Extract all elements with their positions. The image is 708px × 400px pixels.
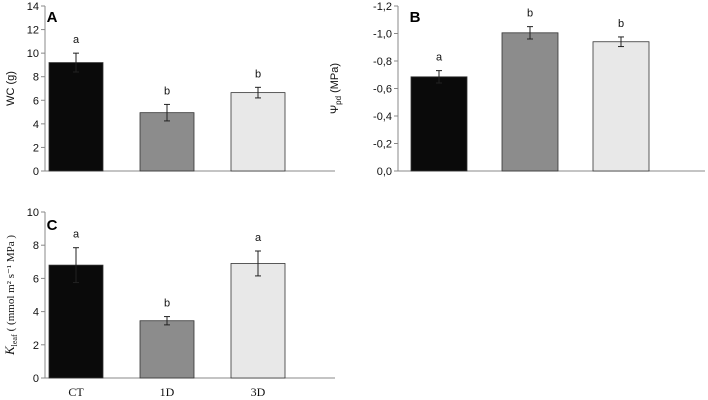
bar-1d [139, 112, 195, 172]
bar-3d [592, 41, 650, 172]
error-bar [73, 247, 79, 284]
panel-a: 0 2 4 6 8 10 12 14 a b b A WC (g) [5, 1, 335, 178]
y-tick-label: -0,4 [373, 111, 392, 123]
panel-b: 0,0 -0,2 -0,4 -0,6 -0,8 -1,0 -1,2 a b b B Ψpd(MPa) [329, 1, 705, 178]
bar-ct [410, 76, 468, 172]
significance-letter: b [255, 68, 261, 80]
y-tick-label: 10 [27, 207, 39, 219]
error-bar [436, 70, 442, 84]
y-tick-label: -1,2 [373, 1, 392, 13]
error-bar [527, 26, 533, 40]
y-tick-label: 10 [27, 48, 39, 60]
y-tick-label: 4 [33, 119, 39, 131]
bar-ct [48, 264, 104, 379]
y-axis-label: Ψpd(MPa) [329, 63, 343, 114]
bar-3d [230, 263, 286, 379]
significance-letter: b [527, 8, 533, 20]
x-tick-label: 3D [251, 385, 266, 399]
y-tick-label: 8 [33, 72, 39, 84]
y-tick-label: 14 [27, 1, 39, 13]
significance-letter: b [164, 298, 170, 310]
panel-label: C [47, 217, 58, 234]
significance-letter: a [73, 229, 80, 241]
y-tick-label: 8 [33, 240, 39, 252]
error-bar [255, 250, 261, 277]
panel-label: B [410, 9, 421, 26]
significance-letter: a [255, 232, 262, 244]
panel-label: A [47, 9, 58, 26]
y-axis-label: Kleaf( (mmol m² s⁻¹ MPa ) [2, 235, 19, 356]
y-tick-label: -0,6 [373, 84, 392, 96]
error-bar [73, 52, 79, 73]
significance-letter: b [618, 18, 624, 30]
y-tick-label: 6 [33, 95, 39, 107]
y-tick-label: 12 [27, 25, 39, 37]
y-tick-label: 6 [33, 273, 39, 285]
error-bar [164, 103, 170, 122]
y-tick-label: 0 [33, 373, 39, 385]
significance-letter: a [436, 52, 443, 64]
y-tick-label: 4 [33, 307, 39, 319]
bar-1d [139, 320, 195, 379]
x-tick-label: 1D [160, 385, 175, 399]
bar-1d [501, 32, 559, 172]
bar-ct [48, 62, 104, 172]
x-tick-label: CT [68, 385, 84, 399]
y-tick-label: -1,0 [373, 29, 392, 41]
significance-letter: b [164, 85, 170, 97]
y-tick-label: 0,0 [377, 166, 392, 178]
y-tick-label: 2 [33, 340, 39, 352]
y-axis-label: WC (g) [5, 71, 17, 106]
y-tick-label: 2 [33, 142, 39, 154]
y-tick-label: 0 [33, 166, 39, 178]
y-tick-label: -0,8 [373, 56, 392, 68]
bar-3d [230, 92, 286, 172]
significance-letter: a [73, 34, 80, 46]
y-tick-label: -0,2 [373, 139, 392, 151]
error-bar [255, 86, 261, 99]
panel-c: 0 2 4 6 8 10 a CT b 1D a 3D C Kleaf( (mmol m² s⁻¹ MPa… [2, 207, 335, 399]
error-bar [164, 316, 170, 326]
error-bar [618, 36, 624, 48]
